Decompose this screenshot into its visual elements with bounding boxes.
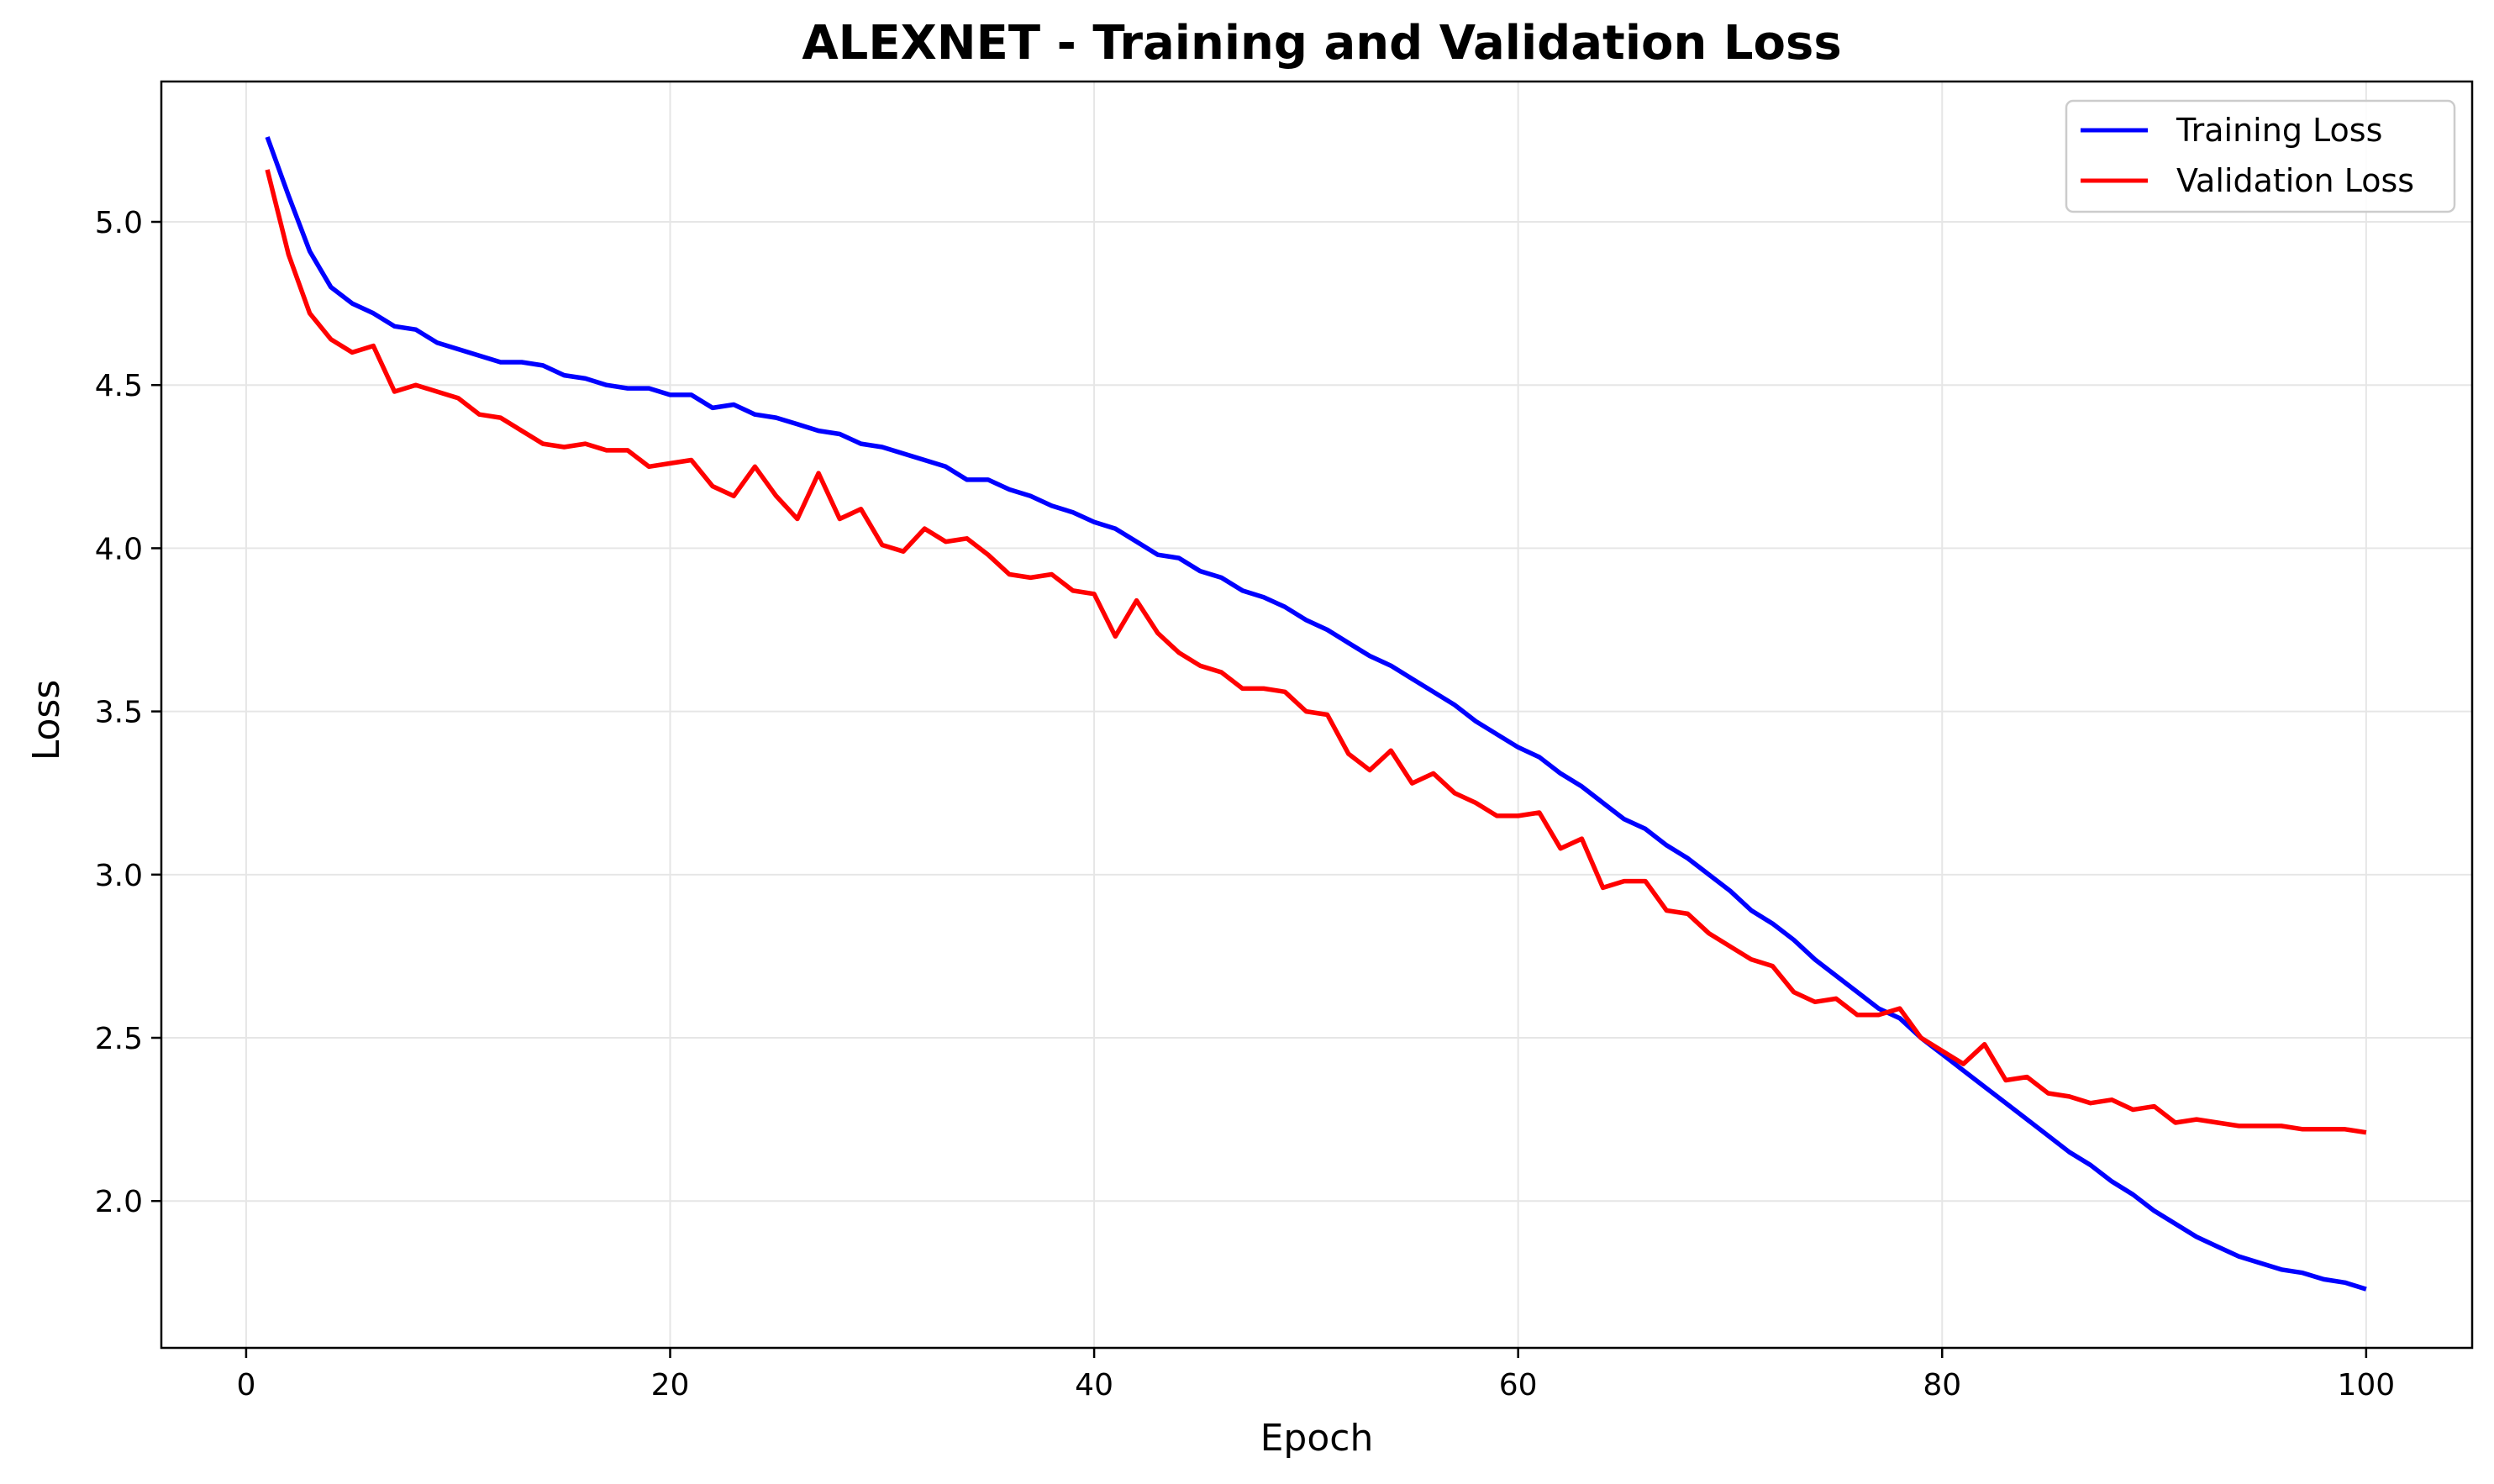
- x-tick-label: 80: [1923, 1368, 1961, 1402]
- y-axis-label: Loss: [25, 680, 68, 761]
- legend-label-validation: Validation Loss: [2176, 162, 2414, 199]
- validation-loss-line: [265, 169, 2367, 1135]
- y-tick-label: 3.0: [95, 859, 143, 893]
- x-tick-label: 20: [651, 1368, 690, 1402]
- y-tick-label: 5.0: [95, 206, 143, 240]
- x-tick-label: 60: [1499, 1368, 1538, 1402]
- y-ticks: 2.0 2.5 3.0 3.5 4.0 4.5 5.0: [95, 206, 161, 1219]
- y-tick-label: 4.5: [95, 369, 143, 403]
- y-tick-label: 4.0: [95, 532, 143, 566]
- x-tick-label: 0: [236, 1368, 255, 1402]
- legend-label-training: Training Loss: [2176, 112, 2382, 149]
- legend: Training Loss Validation Loss: [2065, 99, 2456, 213]
- x-axis-label: Epoch: [1260, 1417, 1374, 1460]
- y-tick-label: 3.5: [95, 696, 143, 730]
- training-loss-line: [265, 136, 2367, 1292]
- plot-frame: [160, 80, 2474, 1350]
- grid: [161, 82, 2472, 1348]
- chart-title: ALEXNET - Training and Validation Loss: [802, 16, 1841, 71]
- x-ticks: 0 20 40 60 80 100: [236, 1348, 2395, 1402]
- y-tick-label: 2.0: [95, 1185, 143, 1219]
- x-tick-label: 100: [2337, 1368, 2395, 1402]
- legend-box: [2065, 99, 2456, 213]
- y-tick-label: 2.5: [95, 1022, 143, 1056]
- series-lines: [265, 136, 2367, 1292]
- x-tick-label: 40: [1075, 1368, 1113, 1402]
